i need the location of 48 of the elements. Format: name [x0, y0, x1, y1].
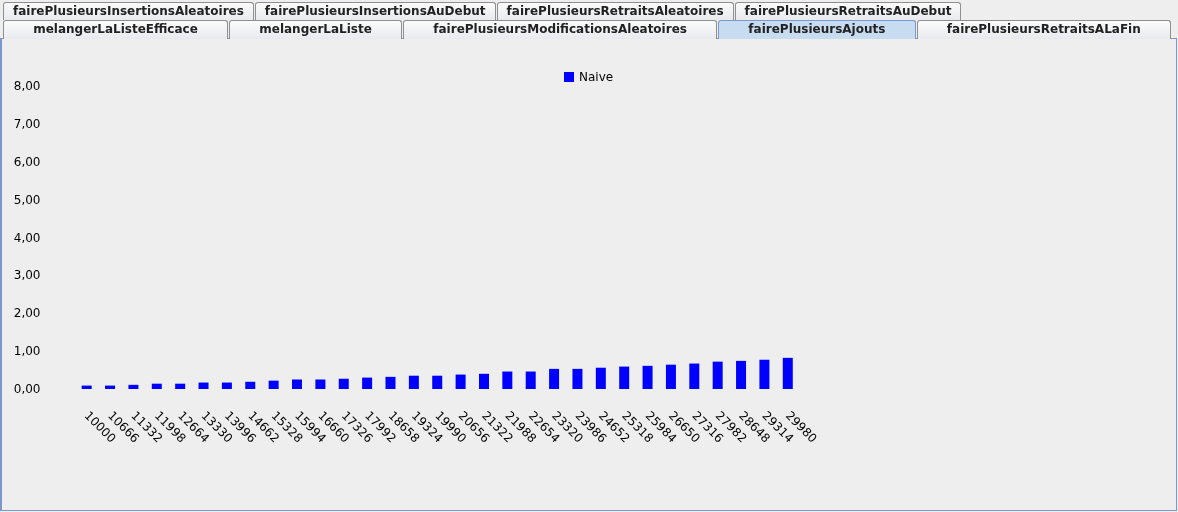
bar	[362, 377, 373, 389]
bar	[502, 371, 513, 389]
bar	[338, 378, 349, 389]
tab[interactable]: melangerLaListeEfficace	[3, 20, 229, 39]
bar	[268, 380, 279, 389]
tab[interactable]: fairePlusieursRetraitsAuDebut	[734, 2, 962, 20]
tab[interactable]: fairePlusieursRetraitsALaFin	[916, 20, 1171, 39]
bar	[595, 367, 606, 389]
y-tick-label: 3,00	[13, 268, 41, 283]
tab[interactable]: melangerLaListe	[229, 20, 403, 39]
selected-tab[interactable]: fairePlusieursAjouts	[718, 20, 916, 39]
bar	[245, 381, 256, 389]
bar	[385, 376, 396, 389]
bar	[432, 375, 443, 389]
y-tick-label: 1,00	[13, 344, 41, 359]
bar	[572, 368, 583, 389]
bar	[619, 366, 630, 389]
bar	[759, 359, 770, 389]
tab[interactable]: fairePlusieursInsertionsAleatoires	[3, 2, 254, 20]
bar	[455, 374, 466, 389]
y-tick-label: 2,00	[13, 306, 41, 321]
tab[interactable]: fairePlusieursInsertionsAuDebut	[254, 2, 496, 20]
y-tick-label: 6,00	[13, 154, 41, 169]
bar	[175, 383, 186, 389]
y-tick-label: 4,00	[13, 230, 41, 245]
tab[interactable]: fairePlusieursModificationsAleatoires	[403, 20, 718, 39]
legend-label: Naive	[579, 70, 614, 84]
bar	[198, 382, 209, 389]
y-tick-label: 8,00	[13, 78, 41, 93]
bar	[689, 363, 700, 389]
bar	[665, 364, 676, 389]
bar	[736, 360, 747, 389]
bar	[408, 375, 419, 389]
y-tick-label: 0,00	[13, 382, 41, 397]
bar	[315, 379, 326, 389]
bar	[782, 357, 793, 389]
bar	[642, 365, 653, 389]
bar	[712, 361, 723, 389]
bar	[128, 384, 139, 389]
bar	[525, 371, 536, 389]
bar	[478, 373, 489, 389]
bar	[151, 383, 162, 389]
y-tick-label: 5,00	[13, 192, 41, 207]
bar	[292, 379, 303, 389]
bar	[549, 368, 560, 389]
y-tick-label: 7,00	[13, 116, 41, 131]
bar	[221, 382, 232, 389]
tab[interactable]: fairePlusieursRetraitsAleatoires	[496, 2, 734, 20]
